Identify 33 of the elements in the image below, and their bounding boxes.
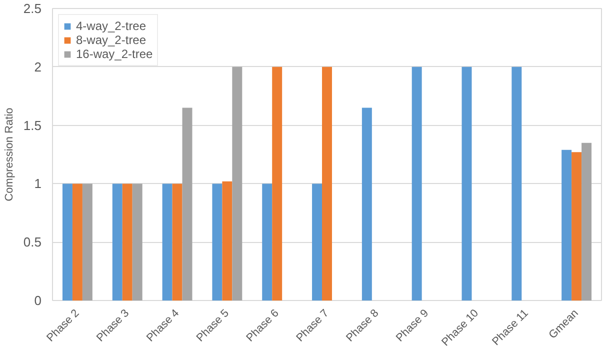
bar: [212, 184, 222, 300]
bar: [182, 108, 192, 300]
bar: [312, 184, 322, 300]
bar: [462, 66, 472, 300]
y-tick-label: 2.5: [23, 1, 42, 16]
bar: [322, 66, 332, 300]
y-tick-label: 2: [34, 59, 42, 74]
bar: [172, 184, 182, 300]
y-tick-label: 1: [34, 176, 42, 192]
bar: [262, 184, 272, 300]
y-tick-label: 0.5: [23, 234, 42, 250]
legend-label: 16-way_2-tree: [76, 47, 153, 61]
bar: [82, 184, 92, 300]
bar: [112, 184, 122, 300]
bar: [72, 184, 82, 300]
bar: [582, 142, 592, 300]
y-tick-label: 0: [34, 293, 42, 308]
bar: [412, 66, 422, 300]
bar: [362, 108, 372, 300]
bar: [232, 66, 242, 300]
legend-label: 8-way_2-tree: [76, 33, 146, 47]
bar: [222, 181, 232, 300]
bar: [562, 150, 572, 300]
legend-label: 4-way_2-tree: [76, 19, 146, 33]
y-axis-title: Compression Ratio: [3, 108, 16, 202]
bar: [162, 184, 172, 300]
bar: [512, 66, 522, 300]
bar: [132, 184, 142, 300]
bar: [272, 66, 282, 300]
bar: [62, 184, 72, 300]
y-tick-label: 1.5: [23, 118, 42, 133]
bar: [572, 152, 582, 300]
bar: [122, 184, 132, 300]
